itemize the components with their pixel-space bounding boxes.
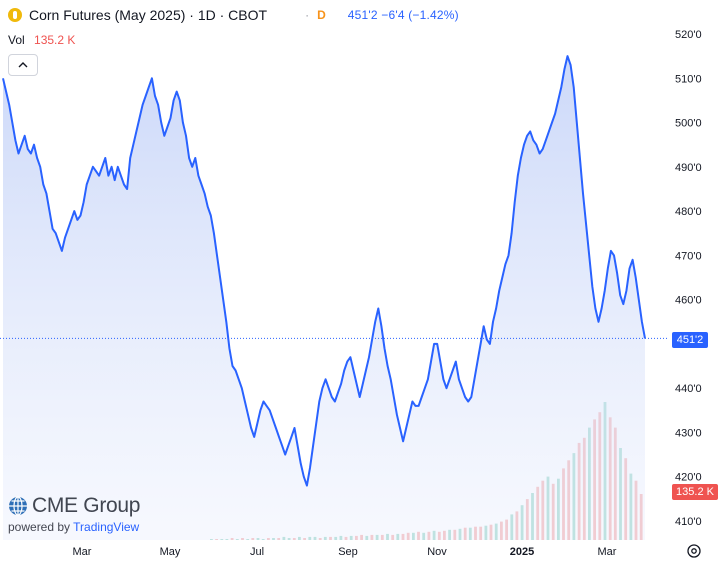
powered-prefix: powered by bbox=[8, 520, 71, 534]
y-tick-label: 430'0 bbox=[675, 428, 702, 440]
volume-legend: Vol 135.2 K bbox=[8, 33, 75, 47]
chart-header: Corn Futures (May 2025) · 1D · CBOT · D … bbox=[8, 7, 459, 23]
last-price-tag: 451'2 bbox=[672, 332, 708, 348]
settings-gear-icon[interactable] bbox=[686, 543, 702, 559]
y-tick-label: 490'0 bbox=[675, 162, 702, 174]
x-tick-label: May bbox=[160, 546, 181, 558]
y-tick-label: 410'0 bbox=[675, 516, 702, 528]
x-tick-label: Mar bbox=[73, 546, 92, 558]
collapse-legend-button[interactable] bbox=[8, 54, 38, 76]
price-quote: 451'2 −6'4 (−1.42%) bbox=[347, 8, 459, 22]
delayed-data-flag[interactable]: D bbox=[317, 8, 326, 22]
corn-symbol-icon bbox=[8, 8, 22, 22]
x-tick-label: Mar bbox=[598, 546, 617, 558]
y-tick-label: 420'0 bbox=[675, 472, 702, 484]
y-tick-label: 440'0 bbox=[675, 383, 702, 395]
y-tick-label: 500'0 bbox=[675, 118, 702, 130]
price-area-fill bbox=[3, 56, 645, 540]
last-volume-tag: 135.2 K bbox=[672, 484, 718, 500]
volume-value: 135.2 K bbox=[34, 33, 76, 47]
brand-name: CME Group bbox=[32, 494, 141, 517]
price-line bbox=[2, 55, 646, 487]
volume-label: Vol bbox=[8, 33, 25, 47]
x-axis: Mar May Jul Sep Nov 2025 Mar bbox=[73, 546, 617, 558]
y-tick-label: 470'0 bbox=[675, 250, 702, 262]
y-tick-label: 480'0 bbox=[675, 206, 702, 218]
x-tick-label: Jul bbox=[250, 546, 264, 558]
x-tick-label: Nov bbox=[427, 546, 447, 558]
header-separator: · bbox=[305, 8, 310, 22]
x-tick-label: 2025 bbox=[510, 546, 534, 558]
y-tick-label: 510'0 bbox=[675, 73, 702, 85]
powered-by: powered by TradingView bbox=[8, 520, 140, 534]
y-tick-label: 460'0 bbox=[675, 295, 702, 307]
y-tick-label: 520'0 bbox=[675, 29, 702, 41]
y-axis: 410'0420'0430'0440'0450'0460'0470'0480'0… bbox=[675, 29, 702, 528]
tradingview-link[interactable]: TradingView bbox=[73, 520, 140, 534]
x-tick-label: Sep bbox=[338, 546, 358, 558]
brand-watermark: CME Group powered by TradingView bbox=[8, 494, 140, 534]
chevron-up-icon bbox=[18, 62, 28, 68]
symbol-title[interactable]: Corn Futures (May 2025) · 1D · CBOT bbox=[29, 7, 268, 23]
cme-globe-icon bbox=[9, 496, 27, 516]
